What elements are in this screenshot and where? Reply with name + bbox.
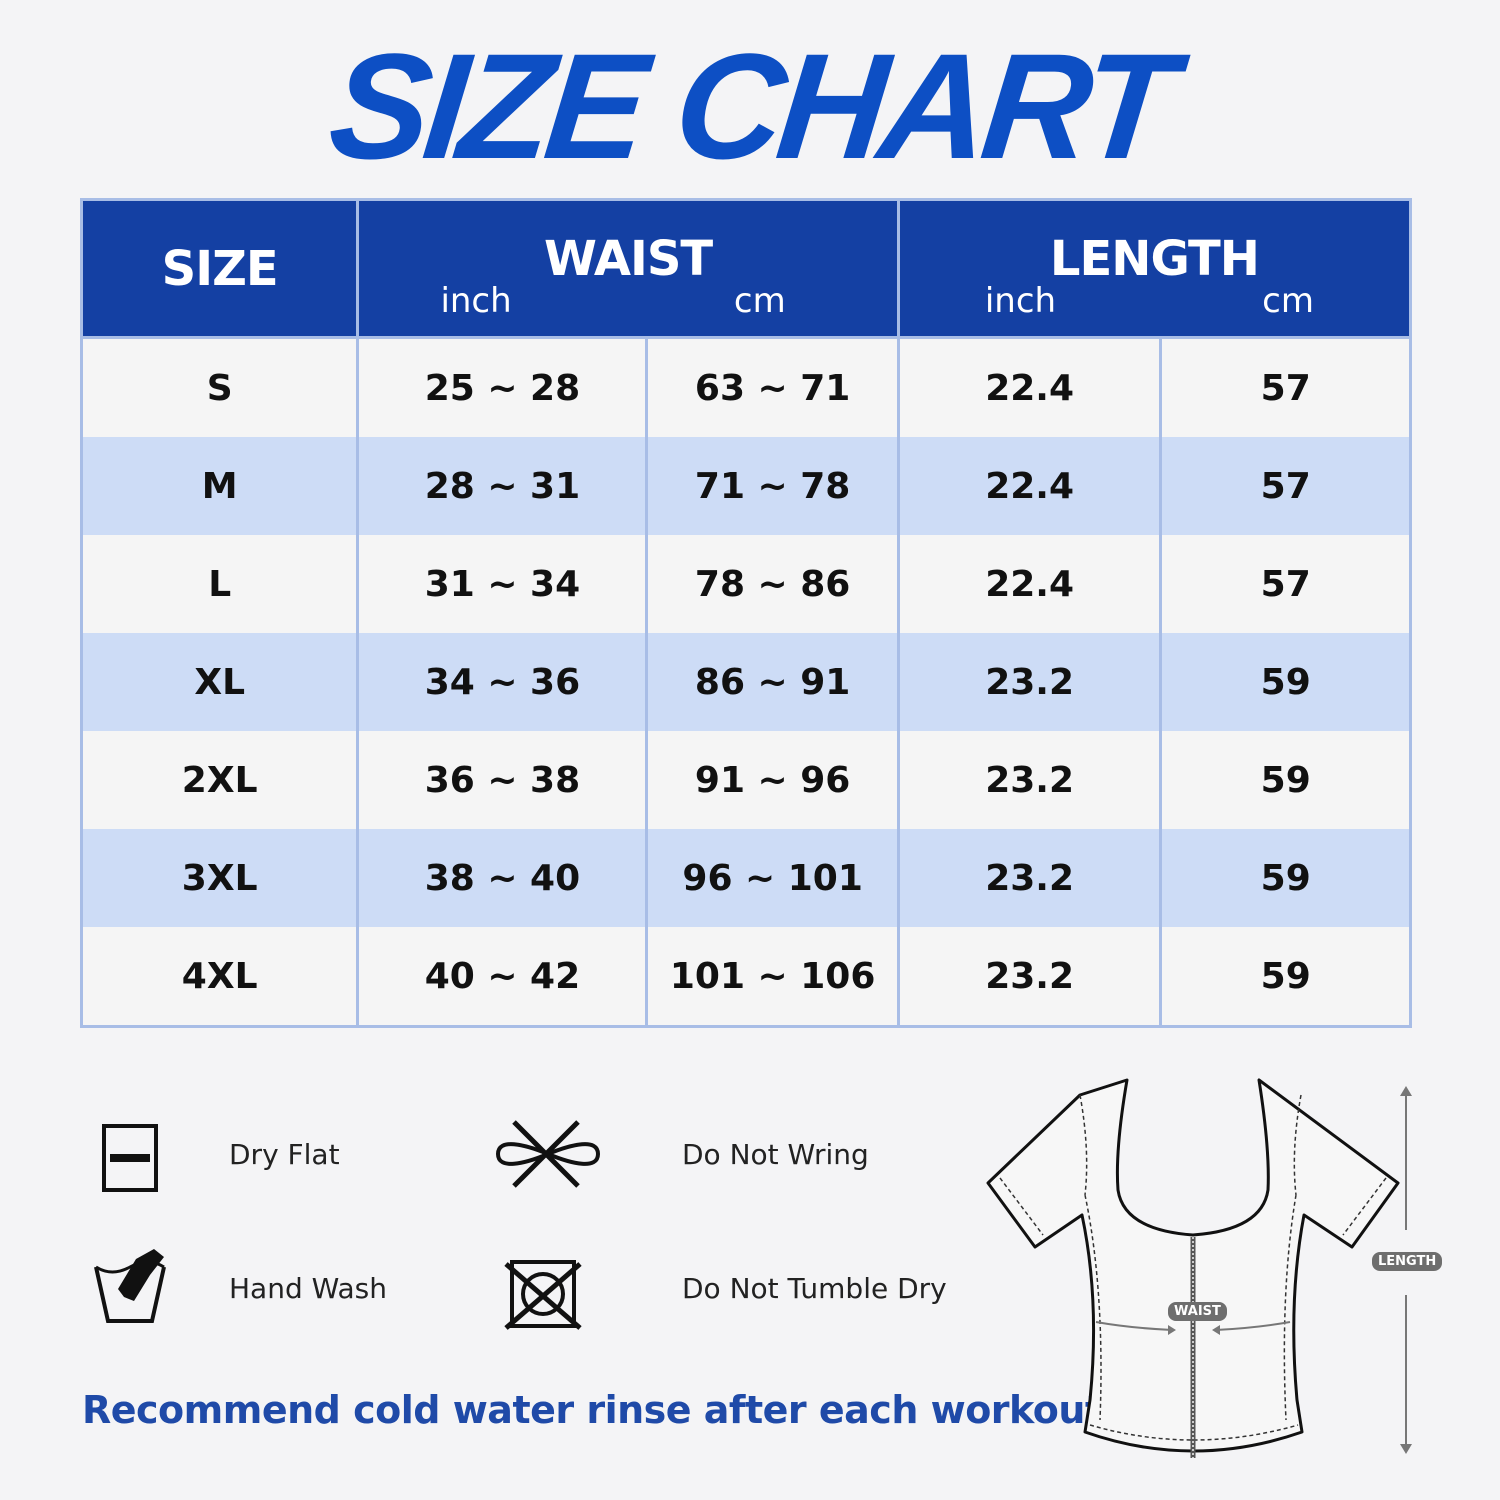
cell-length-cm: 57 [1159, 437, 1412, 535]
cell-waist-inch: 36 ~ 38 [356, 731, 649, 829]
header-size: SIZE [79, 198, 360, 339]
cell-waist-cm: 86 ~ 91 [645, 633, 900, 731]
header-waist: WAIST inch cm [356, 198, 900, 339]
length-cm-unit: cm [1262, 280, 1314, 321]
cell-size: M [79, 437, 360, 535]
table-row: 2XL 36 ~ 38 91 ~ 96 23.2 59 [79, 731, 1412, 829]
dry-flat-icon [102, 1124, 158, 1192]
header-waist-label: WAIST [544, 230, 713, 287]
cell-waist-cm: 91 ~ 96 [645, 731, 900, 829]
cell-waist-inch: 38 ~ 40 [356, 829, 649, 927]
cell-length-cm: 59 [1159, 829, 1412, 927]
cell-length-inch: 22.4 [896, 337, 1163, 437]
header-length-label: LENGTH [1049, 230, 1260, 287]
cell-waist-inch: 40 ~ 42 [356, 927, 649, 1028]
cell-waist-cm: 71 ~ 78 [645, 437, 900, 535]
length-label-tag: LENGTH [1372, 1252, 1443, 1271]
cell-waist-inch: 25 ~ 28 [356, 337, 649, 437]
cell-length-inch: 23.2 [896, 829, 1163, 927]
cell-waist-cm: 101 ~ 106 [645, 927, 900, 1028]
cell-length-cm: 57 [1159, 535, 1412, 633]
cell-size: 4XL [79, 927, 360, 1028]
table-row: L 31 ~ 34 78 ~ 86 22.4 57 [79, 535, 1412, 633]
size-table: SIZE WAIST inch cm LENGTH inch cm S 25 ~ 28… [79, 198, 1413, 1028]
cell-waist-inch: 31 ~ 34 [356, 535, 649, 633]
table-row: S 25 ~ 28 63 ~ 71 22.4 57 [79, 337, 1412, 437]
waist-cm-unit: cm [733, 280, 786, 321]
care-label-dry-flat: Dry Flat [229, 1138, 340, 1171]
cell-waist-cm: 63 ~ 71 [645, 337, 900, 437]
cell-length-cm: 57 [1159, 337, 1412, 437]
waist-inch-unit: inch [440, 280, 512, 321]
cell-length-cm: 59 [1159, 731, 1412, 829]
table-row: 4XL 40 ~ 42 101 ~ 106 23.2 59 [79, 927, 1412, 1028]
cell-waist-cm: 96 ~ 101 [645, 829, 900, 927]
cell-waist-inch: 34 ~ 36 [356, 633, 649, 731]
cell-size: 3XL [79, 829, 360, 927]
cell-size: XL [79, 633, 360, 731]
waist-label-tag: WAIST [1168, 1302, 1227, 1321]
do-not-tumble-dry-icon [504, 1260, 582, 1330]
length-inch-unit: inch [984, 280, 1057, 321]
cell-length-inch: 22.4 [896, 535, 1163, 633]
care-note: Recommend cold water rinse after each wo… [82, 1388, 1117, 1432]
table-row: M 28 ~ 31 71 ~ 78 22.4 57 [79, 437, 1412, 535]
cell-size: S [79, 337, 360, 437]
cell-length-inch: 22.4 [896, 437, 1163, 535]
cell-length-inch: 23.2 [896, 731, 1163, 829]
do-not-wring-icon [495, 1120, 601, 1188]
cell-size: 2XL [79, 731, 360, 829]
cell-length-inch: 23.2 [896, 633, 1163, 731]
header-size-label: SIZE [161, 240, 279, 297]
cell-waist-cm: 78 ~ 86 [645, 535, 900, 633]
cell-waist-inch: 28 ~ 31 [356, 437, 649, 535]
cell-length-cm: 59 [1159, 633, 1412, 731]
cell-length-cm: 59 [1159, 927, 1412, 1028]
care-label-hand-wash: Hand Wash [229, 1272, 388, 1305]
table-row: XL 34 ~ 36 86 ~ 91 23.2 59 [79, 633, 1412, 731]
table-row: 3XL 38 ~ 40 96 ~ 101 23.2 59 [79, 829, 1412, 927]
hand-wash-icon [94, 1249, 166, 1323]
header-length: LENGTH inch cm [896, 198, 1413, 339]
care-label-do-not-tumble-dry: Do Not Tumble Dry [682, 1272, 947, 1305]
care-label-do-not-wring: Do Not Wring [682, 1138, 869, 1171]
cell-size: L [79, 535, 360, 633]
cell-length-inch: 23.2 [896, 927, 1163, 1028]
